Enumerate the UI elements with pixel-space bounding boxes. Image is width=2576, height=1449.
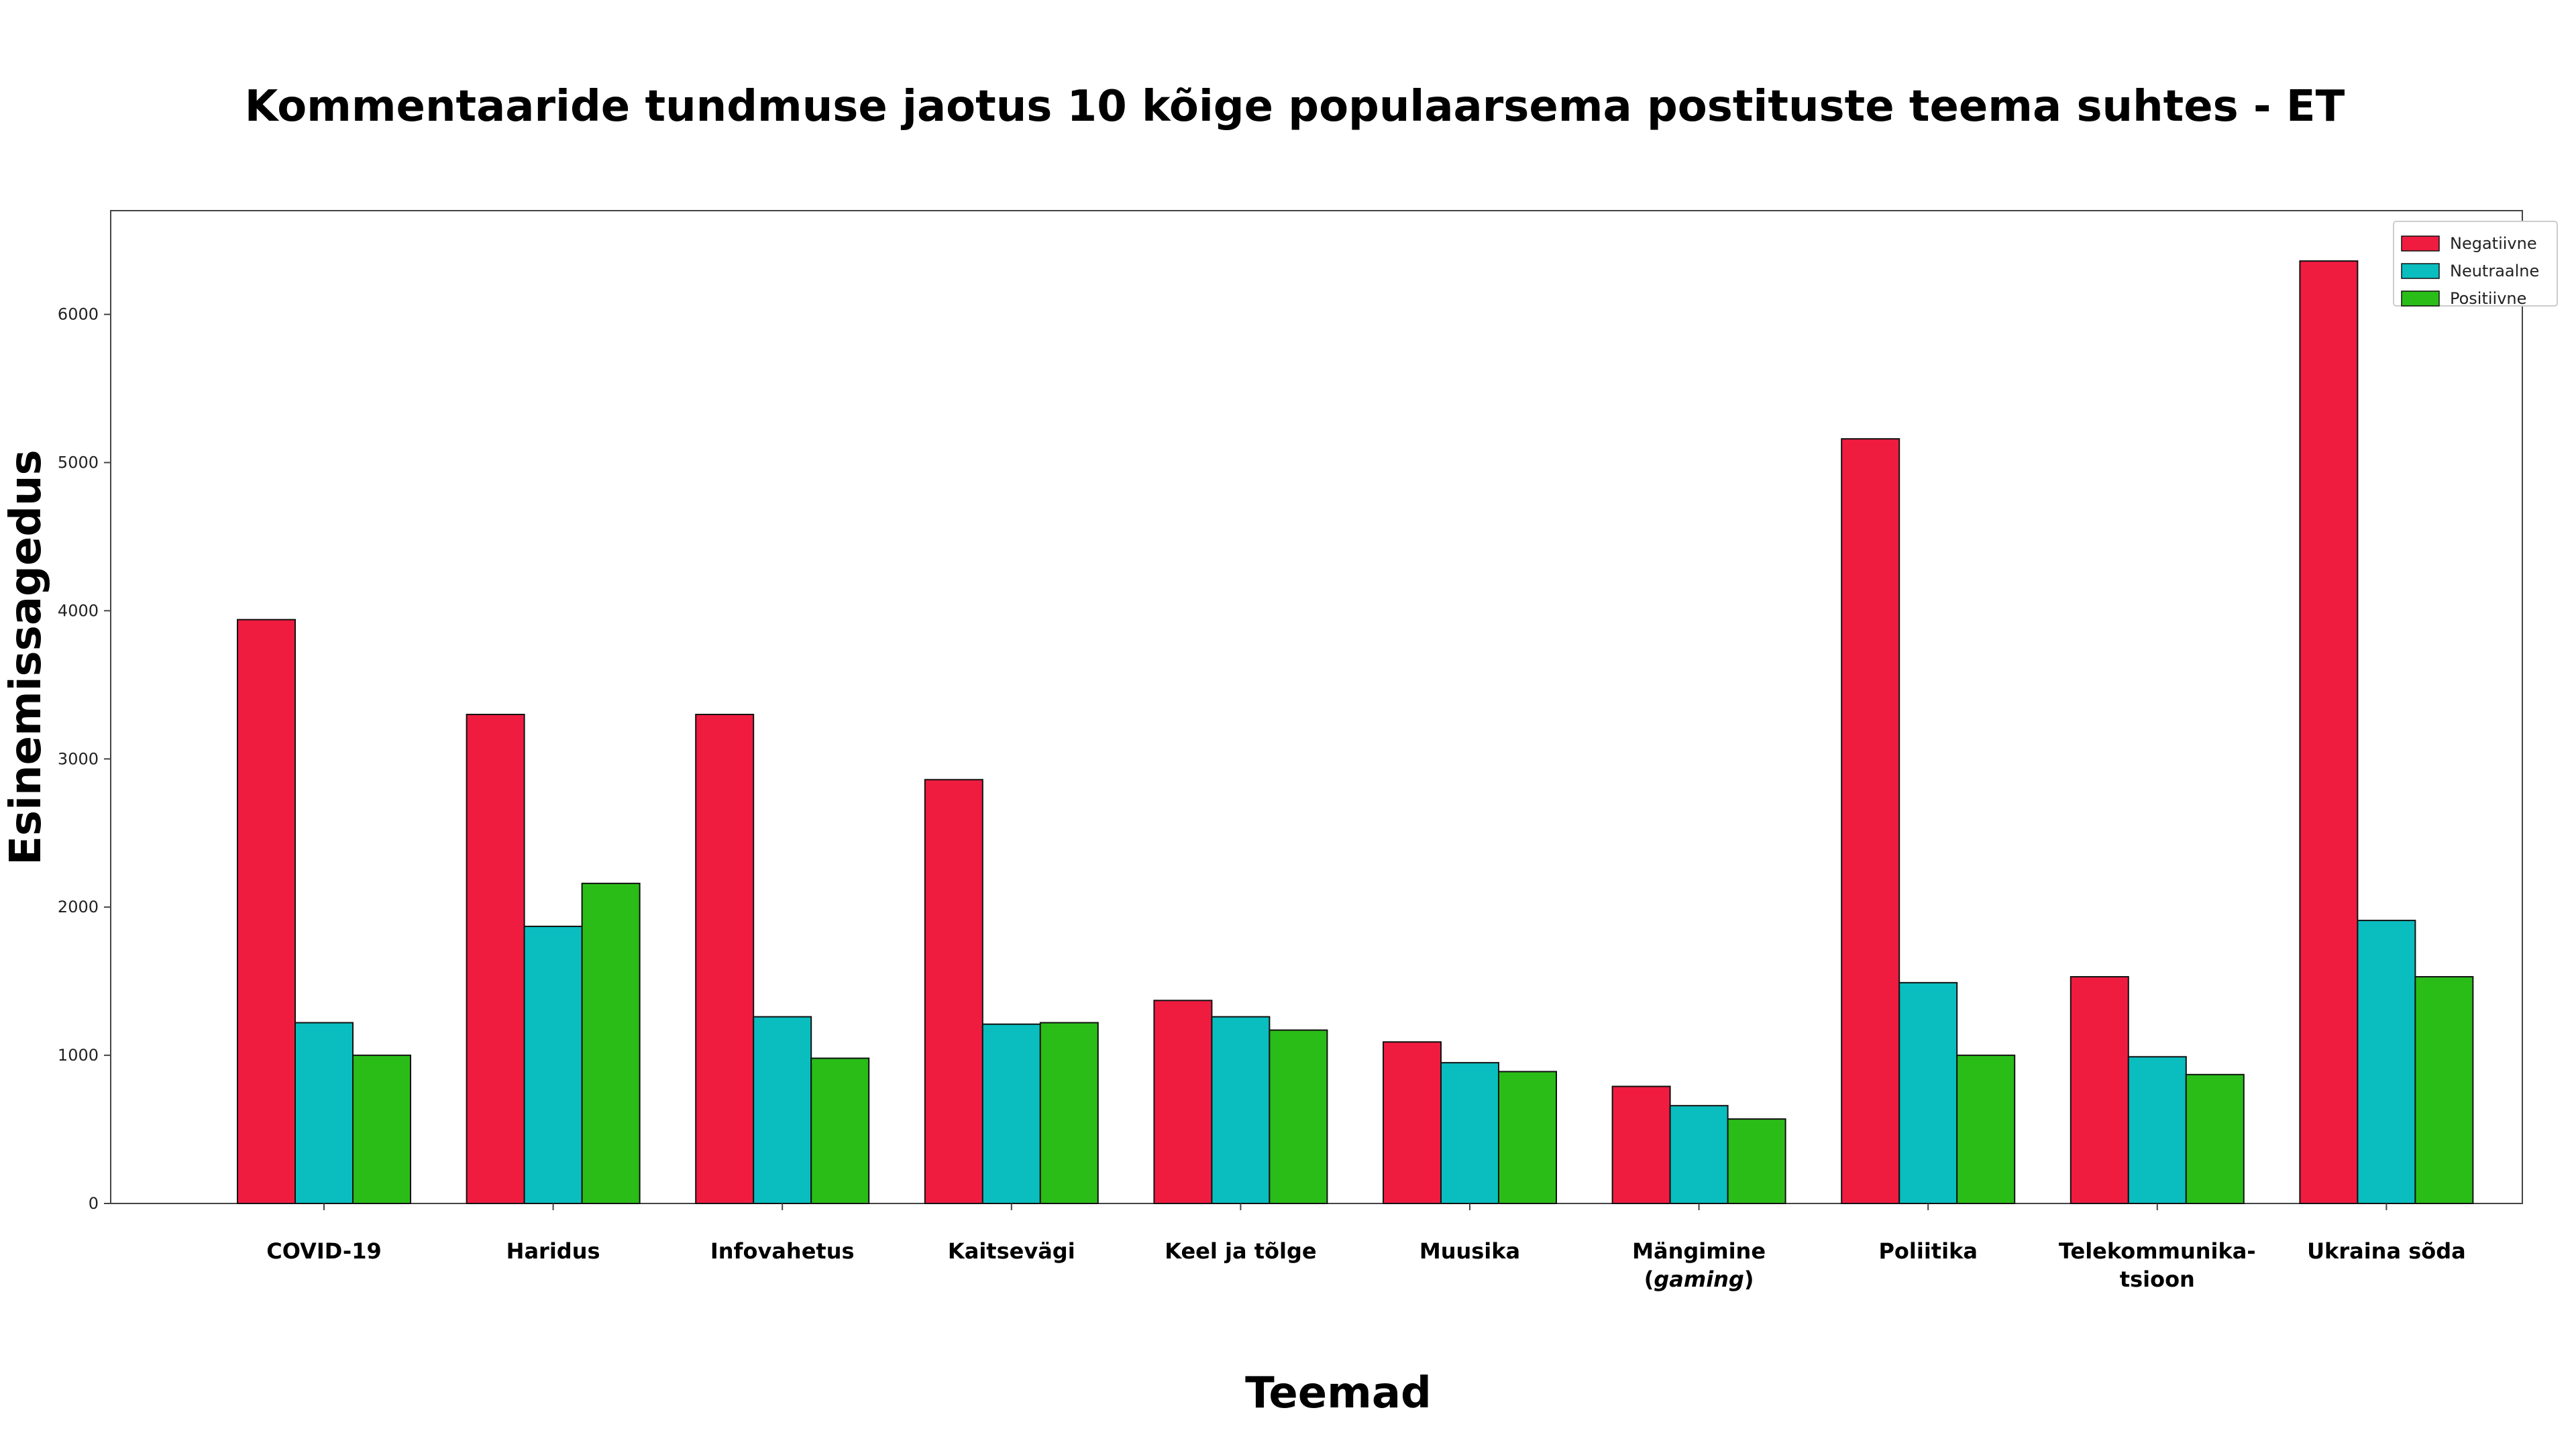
bar-neutraalne-2 [753, 1016, 812, 1204]
chart-title: Kommentaaride tundmuse jaotus 10 kõige p… [245, 82, 2345, 131]
y-tick-label: 0 [89, 1194, 99, 1213]
bar-negatiivne-9 [2299, 260, 2359, 1204]
bars-group [237, 260, 2474, 1205]
legend-label-negatiivne: Negatiivne [2450, 234, 2537, 253]
bar-negatiivne-2 [695, 714, 755, 1204]
bar-negatiivne-0 [237, 619, 296, 1204]
bar-positiivne-6 [1727, 1118, 1786, 1205]
legend-swatch-positiivne [2401, 290, 2440, 307]
bar-positiivne-4 [1269, 1029, 1328, 1204]
x-tick-label: Haridus [506, 1238, 600, 1264]
bar-neutraalne-4 [1211, 1016, 1271, 1204]
legend-swatch-neutraalne [2401, 263, 2440, 279]
x-tick-label: Telekommunika-tsioon [2059, 1238, 2256, 1292]
x-tick-label: Keel ja tõlge [1165, 1238, 1316, 1264]
legend-swatch-negatiivne [2401, 235, 2440, 252]
bar-positiivne-7 [1956, 1055, 2016, 1205]
x-axis-title: Teemad [1245, 1368, 1432, 1418]
bar-neutraalne-1 [523, 925, 583, 1205]
bar-neutraalne-0 [294, 1022, 354, 1204]
x-tick-label: Kaitsevägi [948, 1238, 1075, 1264]
x-tick-label: COVID-19 [266, 1238, 381, 1264]
legend-label-neutraalne: Neutraalne [2450, 262, 2539, 280]
bar-negatiivne-7 [1841, 438, 1900, 1204]
legend-label-positiivne: Positiivne [2450, 289, 2526, 308]
bar-neutraalne-8 [2127, 1056, 2187, 1205]
y-axis: 0 1000 2000 3000 4000 5000 6000 [58, 305, 111, 1213]
bar-neutraalne-6 [1669, 1105, 1729, 1205]
y-tick-label: 4000 [58, 601, 99, 620]
x-axis: COVID-19 Haridus Infovahetus Kaitsevägi Keel… [266, 1203, 2466, 1292]
bar-neutraalne-9 [2357, 920, 2416, 1205]
bar-positiivne-9 [2414, 976, 2474, 1205]
x-tick-label: Ukraina sõda [2307, 1238, 2466, 1264]
bar-neutraalne-7 [1898, 981, 1958, 1205]
y-tick-label: 5000 [58, 453, 99, 472]
legend: Negatiivne Neutraalne Positiivne [2393, 221, 2558, 308]
bar-positiivne-0 [352, 1055, 411, 1205]
y-tick-label: 3000 [58, 749, 99, 768]
bar-negatiivne-4 [1153, 1000, 1213, 1205]
bar-positiivne-8 [2185, 1073, 2245, 1205]
bar-positiivne-3 [1039, 1022, 1099, 1204]
bar-negatiivne-6 [1611, 1085, 1671, 1205]
bar-negatiivne-3 [924, 779, 983, 1204]
x-tick-label: Poliitika [1878, 1238, 1977, 1264]
x-tick-label: Muusika [1419, 1238, 1520, 1264]
bar-positiivne-2 [810, 1057, 870, 1204]
bar-positiivne-5 [1498, 1071, 1557, 1204]
bar-positiivne-1 [581, 882, 641, 1205]
y-axis-title: Esinemissagedus [1, 449, 51, 865]
bar-negatiivne-5 [1383, 1041, 1442, 1204]
bar-neutraalne-5 [1440, 1062, 1499, 1205]
bar-negatiivne-1 [466, 714, 525, 1204]
y-tick-label: 6000 [58, 305, 99, 324]
x-tick-label: Infovahetus [710, 1238, 855, 1264]
y-tick-label: 1000 [58, 1046, 99, 1065]
x-tick-label: Mängimine (gaming) [1632, 1238, 1766, 1292]
y-tick-label: 2000 [58, 898, 99, 916]
bar-negatiivne-8 [2070, 976, 2129, 1205]
bar-neutraalne-3 [981, 1023, 1041, 1204]
